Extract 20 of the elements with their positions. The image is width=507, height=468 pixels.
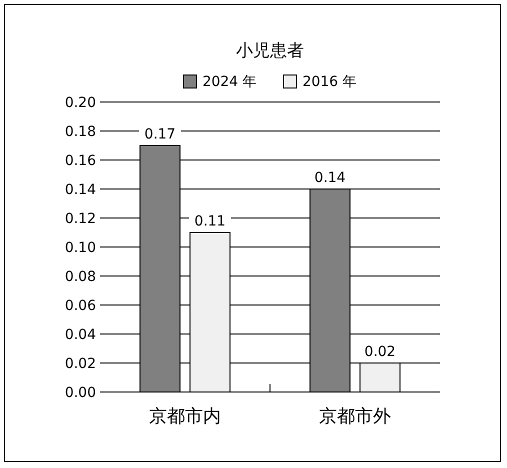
text: 0.04: [64, 327, 96, 343]
data-label: 0.02: [364, 344, 396, 360]
text: 0.10: [64, 240, 96, 256]
data-label: 0.11: [194, 214, 226, 230]
legend-label: 2024 年: [202, 74, 257, 90]
x-tick-label: 京都市内: [149, 406, 221, 427]
text: 0.12: [64, 211, 96, 227]
text: 0.08: [64, 269, 96, 285]
chart-title: 小児患者: [236, 41, 304, 61]
text: 0.06: [64, 298, 96, 314]
text: 0.14: [64, 182, 96, 198]
text: 0.02: [64, 356, 96, 372]
text: 0.16: [64, 153, 96, 169]
data-label: 0.17: [144, 126, 176, 142]
legend-label: 2016 年: [302, 74, 357, 90]
text: 0.20: [64, 95, 96, 111]
text: 0.00: [64, 385, 96, 401]
text: 0.18: [64, 124, 96, 140]
x-tick-label: 京都市外: [319, 406, 391, 427]
data-label: 0.14: [314, 170, 346, 186]
